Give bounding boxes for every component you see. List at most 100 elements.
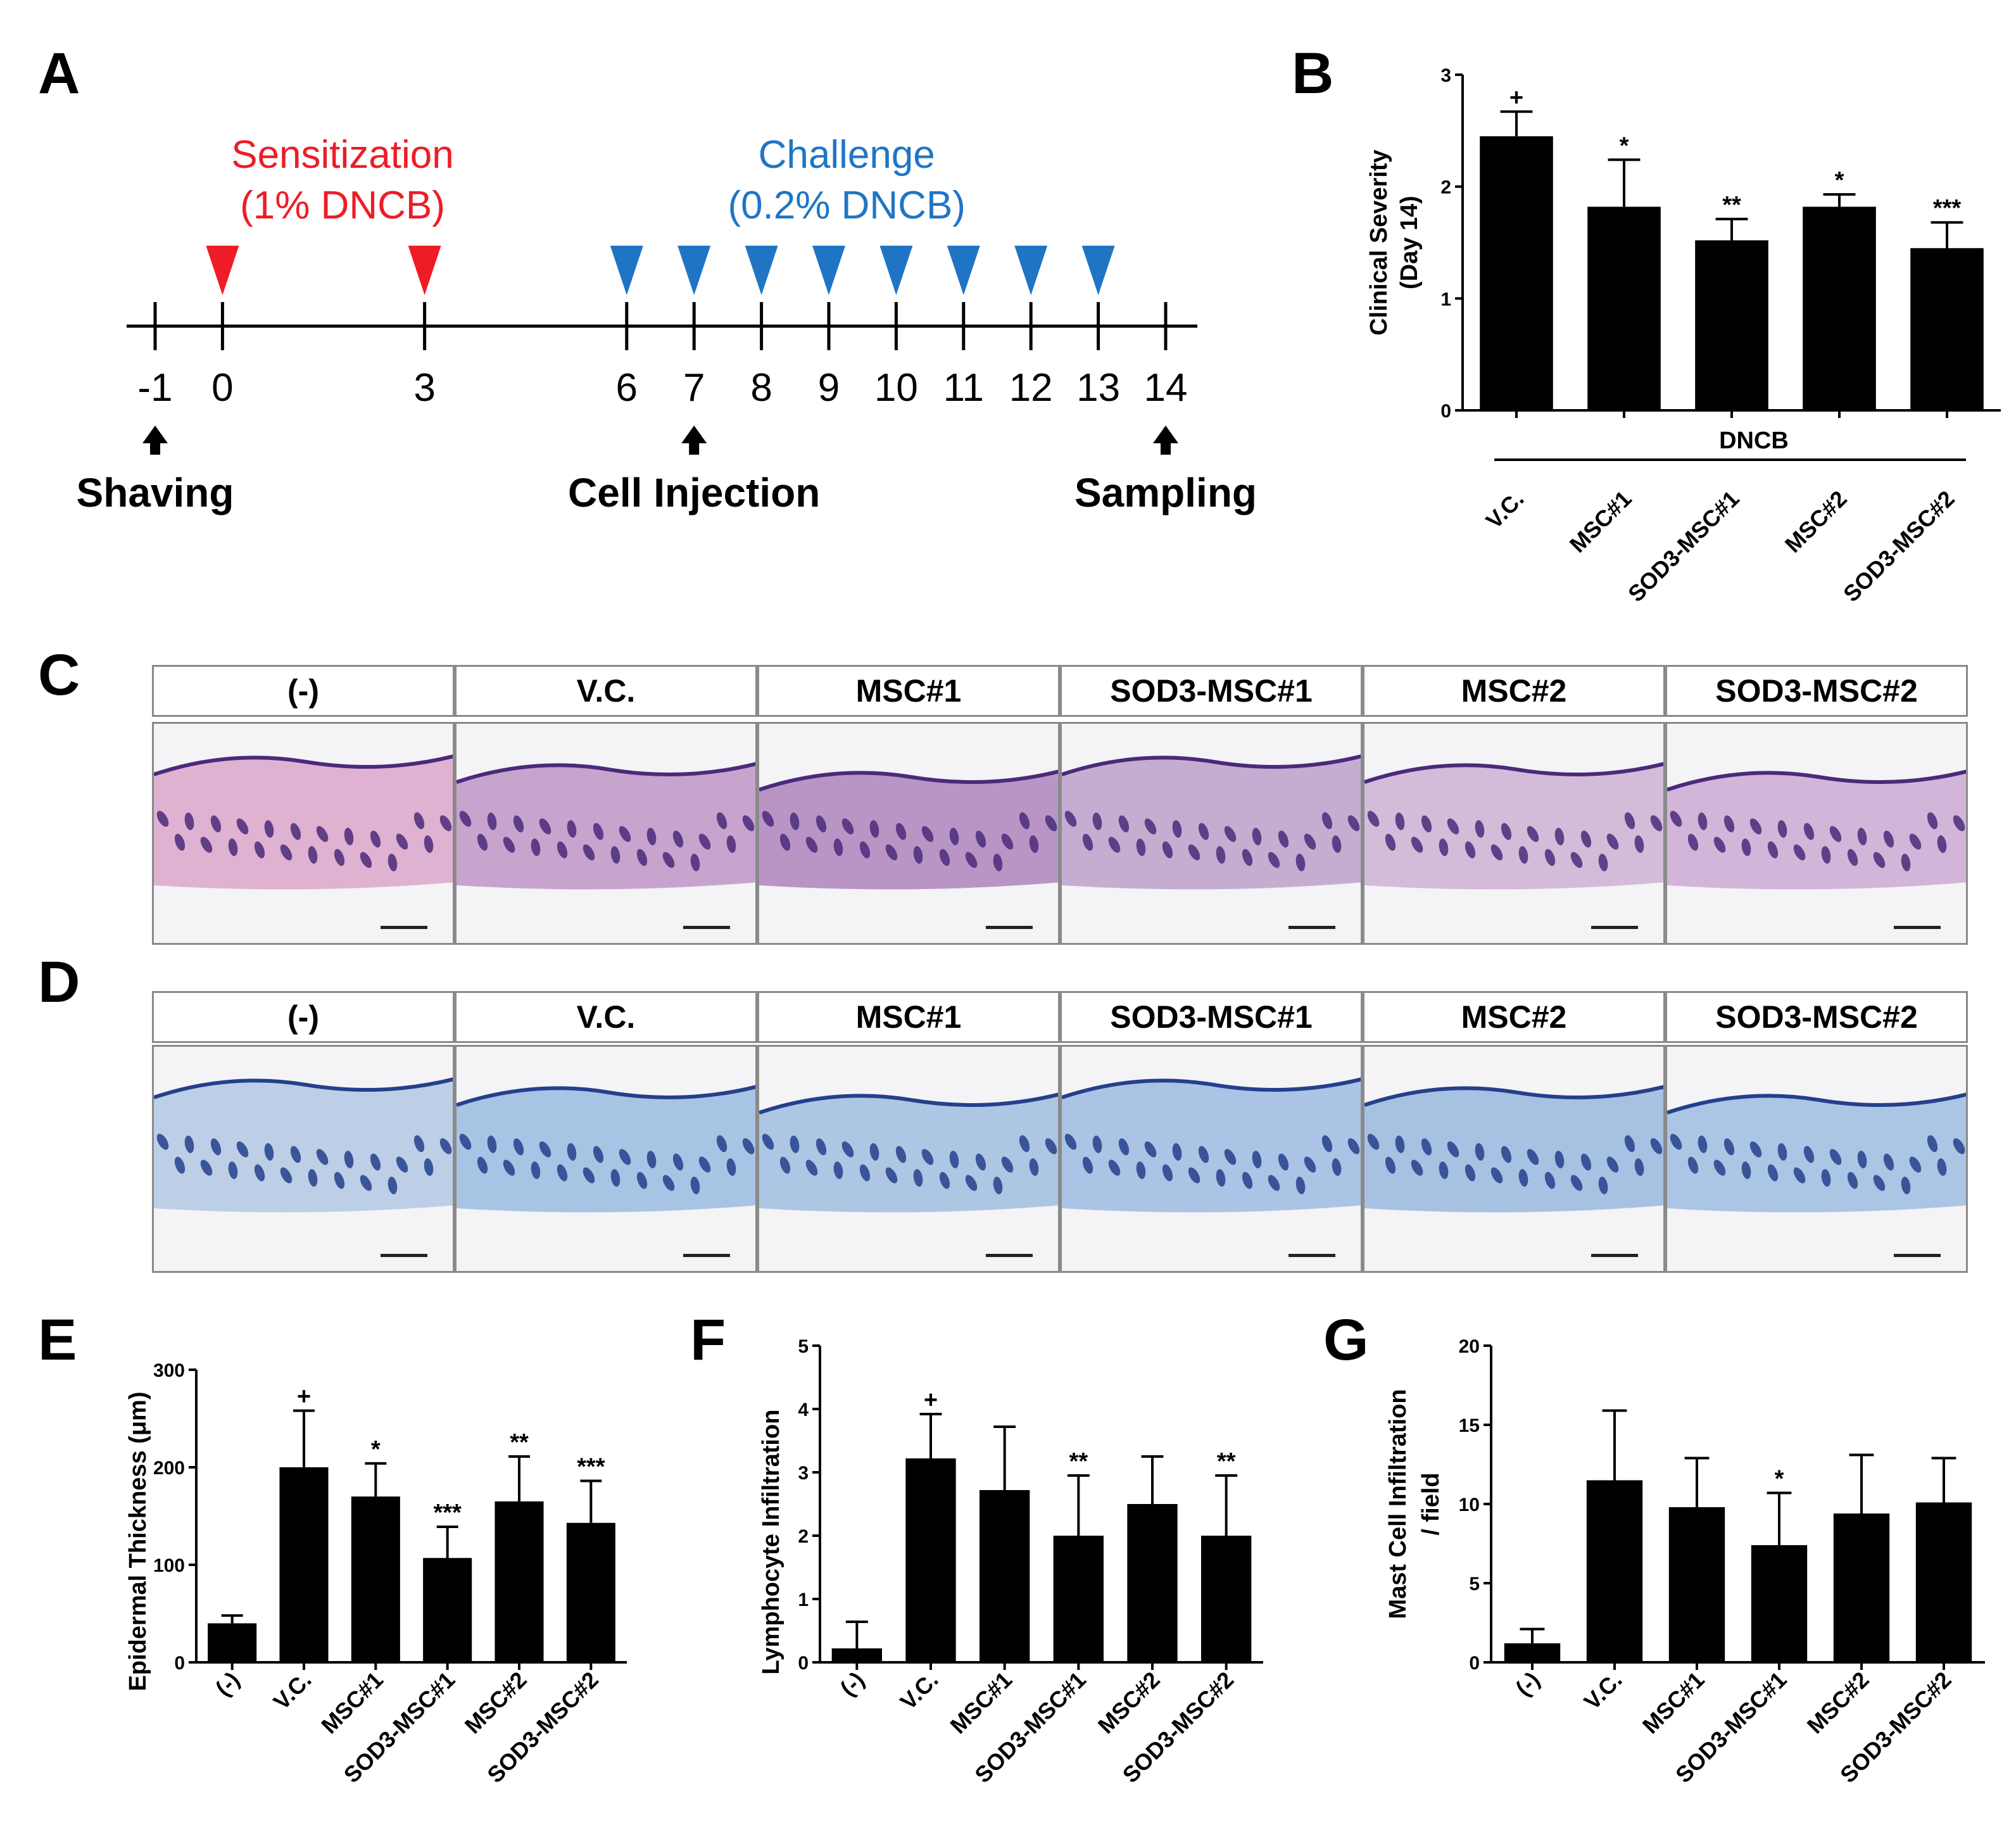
hair-follicle <box>487 812 497 830</box>
hair-follicle <box>1554 828 1565 845</box>
x-category-label: MSC#1 <box>316 1667 388 1739</box>
hair-follicle <box>779 833 791 851</box>
panel-label-c: C <box>38 643 80 707</box>
hair-follicle <box>593 1146 604 1163</box>
hair-follicle <box>1829 1149 1842 1165</box>
chart-epidermal-thickness: 0100200300(-)+V.C.*MSC#1***SOD3-MSC#1**M… <box>125 1360 627 1788</box>
significance-mark: *** <box>433 1500 462 1526</box>
panel-label-f: F <box>690 1308 726 1372</box>
he-image-1 <box>152 722 455 945</box>
hair-follicle <box>387 1177 398 1194</box>
bar <box>905 1458 956 1662</box>
hair-follicle <box>254 1164 265 1182</box>
hair-follicle <box>859 1164 871 1182</box>
hair-follicle <box>344 828 354 845</box>
hair-follicle <box>1242 849 1253 866</box>
hair-follicle <box>1580 1153 1592 1171</box>
hair-follicle <box>1304 1156 1316 1173</box>
event-arrow-icon <box>681 426 707 455</box>
hair-follicle <box>1793 1167 1806 1184</box>
hair-follicle <box>156 1134 169 1150</box>
hair-follicle <box>174 833 186 851</box>
hair-follicle <box>210 815 222 833</box>
significance-mark: + <box>1509 84 1523 111</box>
hair-follicle <box>975 1153 986 1171</box>
hair-follicle <box>396 833 408 850</box>
hair-follicle <box>539 1141 551 1158</box>
challenge-marker <box>677 246 711 295</box>
hair-follicle <box>459 811 472 827</box>
hair-follicle <box>1064 1134 1077 1150</box>
hair-follicle <box>1793 844 1806 861</box>
y-tick-label: 0 <box>798 1653 809 1674</box>
hair-follicle <box>975 830 986 848</box>
hair-follicle <box>396 1156 408 1173</box>
x-category-label: (-) <box>1510 1667 1544 1701</box>
epidermis-line <box>1667 769 1966 792</box>
hair-follicle <box>1475 1143 1485 1161</box>
hair-follicle <box>636 849 648 866</box>
challenge-marker <box>879 246 913 295</box>
tb-header-sod3-msc2: SOD3-MSC#2 <box>1665 991 1968 1043</box>
hair-follicle <box>1029 1158 1039 1176</box>
bar <box>1053 1536 1104 1662</box>
hair-follicle <box>1883 1153 1894 1171</box>
tb-image-6 <box>1665 1045 1968 1273</box>
y-tick-label: 5 <box>1469 1574 1480 1595</box>
timeline-day-label: 10 <box>874 366 918 410</box>
hair-follicle <box>1634 1158 1644 1176</box>
timeline-day-label: 12 <box>1009 366 1053 410</box>
hair-follicle <box>1216 846 1226 864</box>
hair-follicle <box>360 1175 372 1191</box>
hair-follicle <box>1092 812 1102 830</box>
hair-follicle <box>646 1151 657 1168</box>
x-category-label: SOD3-MSC#1 <box>1623 486 1744 607</box>
hair-follicle <box>1821 1169 1831 1187</box>
tb-row-header: (-) V.C. MSC#1 SOD3-MSC#1 MSC#2 SOD3-MSC… <box>152 991 1968 1043</box>
y-tick-label: 100 <box>153 1555 185 1576</box>
scale-bar <box>683 1254 730 1257</box>
bar <box>831 1648 882 1662</box>
hair-follicle <box>1687 833 1699 851</box>
bar <box>1504 1643 1561 1662</box>
hair-follicle <box>993 1177 1003 1194</box>
hair-follicle <box>1252 828 1262 845</box>
x-category-label: MSC#2 <box>1093 1667 1165 1739</box>
challenge-marker <box>1081 246 1115 295</box>
hair-follicle <box>1873 852 1886 868</box>
timeline-day-label: 6 <box>616 366 638 410</box>
epidermis-line <box>1062 1077 1361 1099</box>
hair-follicle <box>662 1175 675 1191</box>
hair-follicle <box>1252 1151 1262 1168</box>
hair-follicle <box>1847 849 1858 866</box>
tb-header-sod3-msc1: SOD3-MSC#1 <box>1060 991 1363 1043</box>
hair-follicle <box>1019 1135 1030 1153</box>
challenge-marker <box>947 246 980 295</box>
hair-follicle <box>1723 1138 1735 1156</box>
event-label: Sampling <box>1074 470 1257 515</box>
he-header-negative: (-) <box>152 665 455 717</box>
significance-mark: * <box>1775 1466 1784 1493</box>
hair-follicle <box>424 835 434 853</box>
hair-follicle <box>1570 1175 1583 1191</box>
hair-follicle <box>557 841 568 859</box>
dermis-layer <box>154 756 453 890</box>
hair-follicle <box>816 1138 827 1156</box>
hair-follicle <box>1713 837 1726 853</box>
hair-follicle <box>1001 833 1014 850</box>
hair-follicle <box>1278 1153 1289 1171</box>
x-category-label: V.C. <box>895 1667 943 1715</box>
bar <box>1668 1507 1725 1662</box>
hair-follicle <box>228 838 238 856</box>
tissue-section <box>1667 1047 1966 1271</box>
y-axis-title: Lymphocyte Infiltration <box>758 1410 784 1675</box>
event-label: Shaving <box>77 470 234 515</box>
scale-bar <box>1288 1254 1335 1257</box>
hair-follicle <box>1108 837 1121 853</box>
tissue-section <box>759 1047 1058 1271</box>
he-image-4 <box>1060 722 1363 945</box>
bar <box>423 1558 472 1662</box>
y-tick-label: 15 <box>1459 1415 1480 1436</box>
timeline-day-label: 11 <box>943 366 984 410</box>
